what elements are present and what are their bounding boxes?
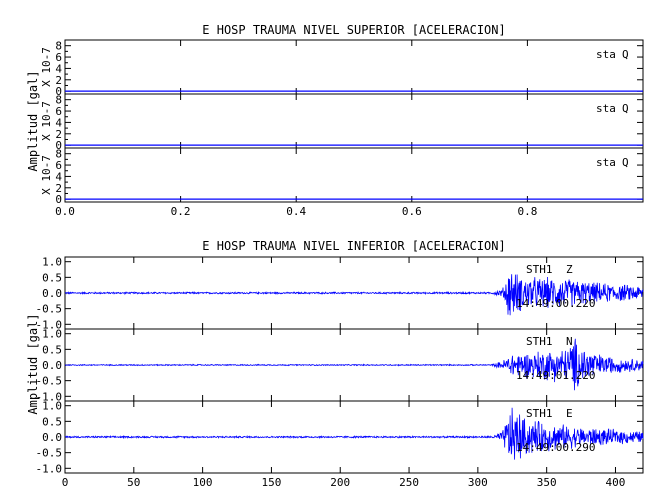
y-axis-label: Amplitud [gal]	[26, 313, 40, 414]
y-tick-label: -0.5	[36, 303, 63, 316]
y-tick-label: 0	[55, 193, 62, 206]
y-tick-label: -0.5	[36, 447, 63, 460]
station-label: sta	[596, 48, 616, 61]
y-tick-label: 1.0	[42, 400, 62, 413]
y-tick-label: 6	[55, 51, 62, 64]
component-label: E	[566, 407, 573, 420]
y-tick-label: 0.5	[42, 415, 62, 428]
y-tick-label: -0.5	[36, 375, 63, 388]
station-label: STH1	[526, 335, 553, 348]
component-label: Q	[622, 102, 629, 115]
x-tick-label: 300	[468, 476, 488, 489]
y-tick-label: 4	[55, 170, 62, 183]
panel-frame	[64, 93, 644, 149]
panel-1: 1.0 0.5 0.0 -0.5 -1.0 STH1 Z 14:49:00.220	[36, 256, 644, 331]
panel-frame	[64, 39, 644, 95]
y-tick-label: 2	[55, 74, 62, 87]
chart-title: E HOSP TRAUMA NIVEL INFERIOR [ACELERACIO…	[202, 239, 505, 253]
y-tick-label: 0	[55, 139, 62, 152]
y-tick-label: 2	[55, 182, 62, 195]
station-label: sta	[596, 156, 616, 169]
y-tick-label: -1.0	[36, 318, 63, 331]
station-label: sta	[596, 102, 616, 115]
y-tick-label: 6	[55, 159, 62, 172]
component-label: Q	[622, 156, 629, 169]
y-tick-label: 0.0	[42, 287, 62, 300]
x-tick-label: 0.2	[171, 205, 191, 218]
y-tick-label: 4	[55, 116, 62, 129]
y-tick-label: 8	[55, 148, 62, 161]
station-label: STH1	[526, 407, 553, 420]
y-tick-label: 2	[55, 128, 62, 141]
panel-2: 1.0 0.5 0.0 -0.5 -1.0 STH1 N 14:49:01.220	[36, 328, 644, 403]
scale-label: X 10-7	[40, 155, 53, 195]
x-tick-label: 400	[606, 476, 626, 489]
component-label: Z	[566, 263, 573, 276]
x-tick-label: 350	[537, 476, 557, 489]
x-tick-label: 0.0	[55, 205, 75, 218]
x-tick-label: 100	[193, 476, 213, 489]
x-tick-label: 0.4	[286, 205, 306, 218]
y-tick-label: 1.0	[42, 256, 62, 269]
y-axis-label: Amplitud [gal]	[26, 70, 40, 171]
scale-label: X 10-7	[40, 101, 53, 141]
lower-chart: E HOSP TRAUMA NIVEL INFERIOR [ACELERACIO…	[26, 239, 644, 489]
x-tick-label: 0.6	[402, 205, 422, 218]
y-tick-label: 0	[55, 85, 62, 98]
chart-title: E HOSP TRAUMA NIVEL SUPERIOR [ACELERACIO…	[202, 23, 505, 37]
x-tick-label: 0.8	[517, 205, 537, 218]
component-label: N	[566, 335, 573, 348]
x-tick-label: 250	[399, 476, 419, 489]
y-tick-label: 8	[55, 94, 62, 107]
panel-frame	[64, 147, 644, 203]
y-tick-label: -1.0	[36, 390, 63, 403]
y-tick-label: 8	[55, 40, 62, 53]
y-tick-label: 6	[55, 105, 62, 118]
y-tick-label: 0.0	[42, 359, 62, 372]
y-tick-label: -1.0	[36, 462, 63, 475]
panel-3: 1.0 0.5 0.0 -0.5 -1.0 STH1 E 14:49:00.290	[36, 400, 644, 475]
trace-line	[65, 338, 644, 391]
component-label: Q	[622, 48, 629, 61]
scale-label: X 10-7	[40, 47, 53, 87]
x-tick-label: 150	[261, 476, 281, 489]
x-tick-label: 50	[127, 476, 140, 489]
y-tick-label: 1.0	[42, 328, 62, 341]
trace-line	[64, 407, 644, 460]
x-tick-label: 0	[62, 476, 69, 489]
y-tick-label: 0.0	[42, 431, 62, 444]
y-tick-label: 0.5	[42, 271, 62, 284]
time-label: 14:49:00.290	[516, 441, 595, 454]
time-label: 14:49:01.220	[516, 369, 595, 382]
x-tick-label: 200	[330, 476, 350, 489]
trace-line	[65, 274, 644, 316]
station-label: STH1	[526, 263, 553, 276]
y-tick-label: 0.5	[42, 343, 62, 356]
y-tick-label: 4	[55, 62, 62, 75]
upper-chart: E HOSP TRAUMA NIVEL SUPERIOR [ACELERACIO…	[26, 23, 644, 218]
time-label: 14:49:00.220	[516, 297, 595, 310]
